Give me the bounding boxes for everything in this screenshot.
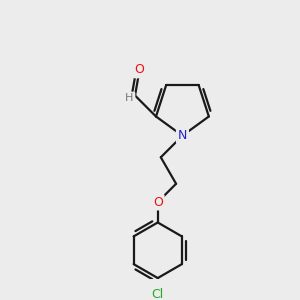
Text: H: H	[125, 93, 134, 103]
Text: O: O	[135, 64, 145, 76]
Text: Cl: Cl	[152, 288, 164, 300]
Text: N: N	[178, 129, 187, 142]
Text: O: O	[153, 196, 163, 208]
